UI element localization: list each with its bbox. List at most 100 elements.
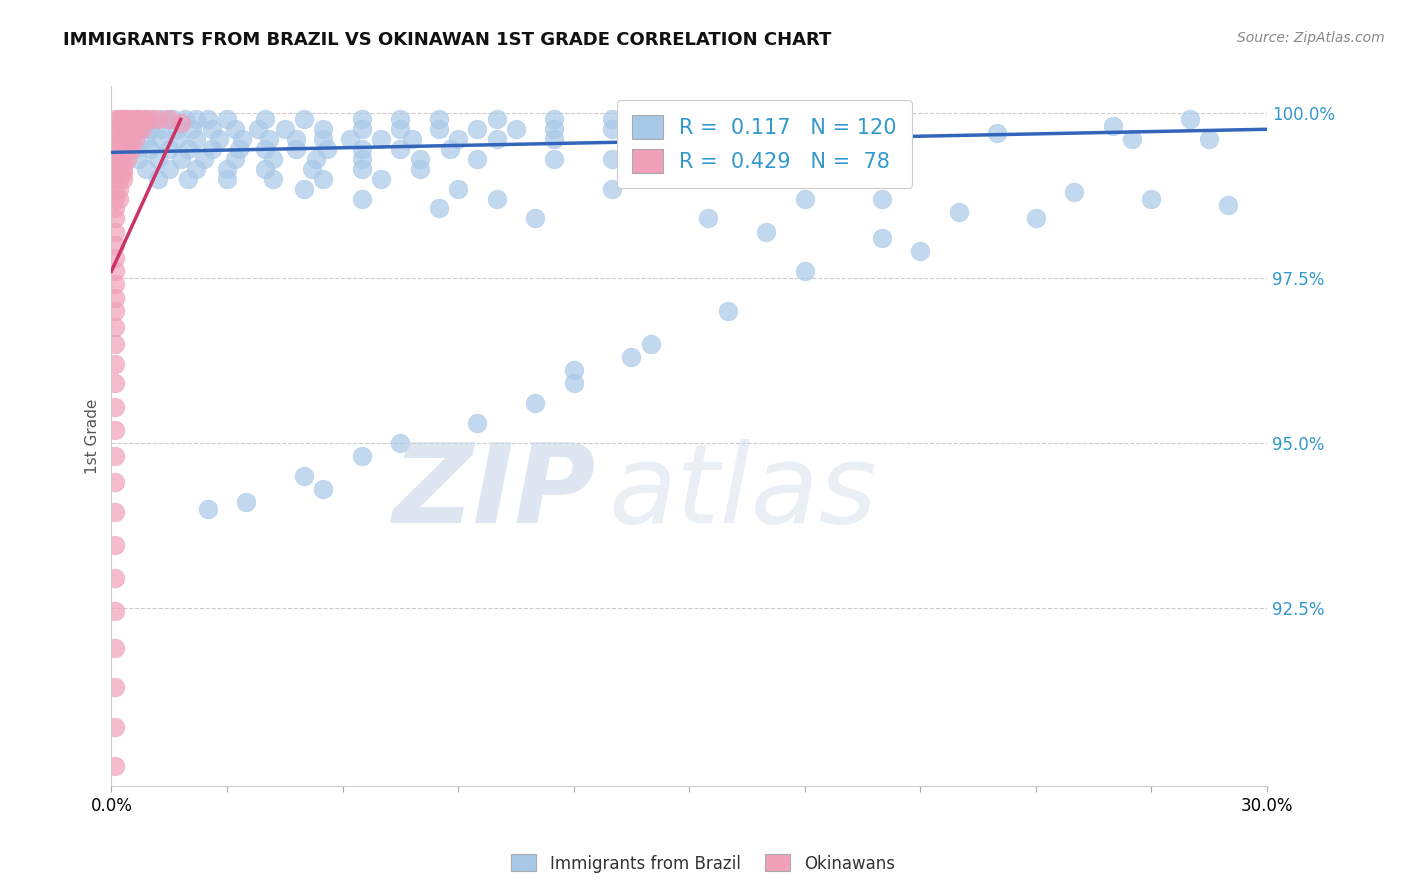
- Point: [124, 112, 146, 127]
- Point: [224, 152, 246, 166]
- Point: [350, 152, 373, 166]
- Point: [735, 112, 758, 127]
- Point: [108, 152, 131, 166]
- Point: [104, 264, 127, 278]
- Point: [285, 132, 308, 146]
- Point: [600, 122, 623, 136]
- Point: [285, 142, 308, 156]
- Point: [465, 416, 488, 430]
- Point: [104, 171, 127, 186]
- Text: Source: ZipAtlas.com: Source: ZipAtlas.com: [1237, 31, 1385, 45]
- Point: [124, 132, 146, 146]
- Point: [157, 112, 180, 127]
- Point: [120, 112, 142, 127]
- Point: [135, 132, 157, 146]
- Point: [215, 171, 238, 186]
- Point: [485, 192, 508, 206]
- Point: [131, 112, 153, 127]
- Point: [104, 357, 127, 371]
- Point: [115, 132, 138, 146]
- Point: [304, 152, 326, 166]
- Point: [339, 132, 361, 146]
- Point: [350, 112, 373, 127]
- Point: [262, 171, 284, 186]
- Point: [177, 142, 200, 156]
- Point: [104, 142, 127, 156]
- Point: [150, 132, 173, 146]
- Point: [104, 112, 127, 127]
- Point: [246, 122, 269, 136]
- Point: [562, 363, 585, 377]
- Point: [870, 192, 893, 206]
- Text: ZIP: ZIP: [394, 439, 596, 546]
- Point: [793, 264, 815, 278]
- Point: [401, 132, 423, 146]
- Point: [350, 122, 373, 136]
- Point: [173, 112, 195, 127]
- Point: [197, 112, 219, 127]
- Point: [104, 376, 127, 391]
- Point: [104, 320, 127, 334]
- Point: [104, 640, 127, 655]
- Point: [640, 336, 662, 351]
- Point: [350, 142, 373, 156]
- Point: [115, 122, 138, 136]
- Point: [717, 303, 740, 318]
- Point: [155, 112, 177, 127]
- Point: [370, 171, 392, 186]
- Point: [111, 171, 134, 186]
- Point: [543, 132, 565, 146]
- Point: [104, 225, 127, 239]
- Point: [389, 142, 412, 156]
- Point: [115, 112, 138, 127]
- Point: [1218, 198, 1240, 212]
- Point: [170, 116, 193, 130]
- Point: [439, 142, 461, 156]
- Point: [193, 152, 215, 166]
- Point: [620, 350, 643, 364]
- Point: [108, 112, 131, 127]
- Point: [224, 122, 246, 136]
- Point: [146, 171, 169, 186]
- Point: [389, 112, 412, 127]
- Point: [1198, 132, 1220, 146]
- Point: [111, 132, 134, 146]
- Point: [104, 759, 127, 773]
- Point: [292, 182, 315, 196]
- Point: [166, 122, 188, 136]
- Point: [1121, 132, 1143, 146]
- Point: [427, 112, 450, 127]
- Point: [104, 423, 127, 437]
- Point: [600, 152, 623, 166]
- Point: [447, 182, 470, 196]
- Point: [505, 122, 527, 136]
- Point: [215, 112, 238, 127]
- Point: [312, 171, 335, 186]
- Point: [115, 142, 138, 156]
- Point: [316, 142, 339, 156]
- Point: [292, 468, 315, 483]
- Point: [658, 122, 681, 136]
- Point: [104, 122, 127, 136]
- Point: [262, 152, 284, 166]
- Point: [127, 112, 149, 127]
- Point: [350, 161, 373, 176]
- Point: [640, 112, 662, 127]
- Point: [111, 112, 134, 127]
- Point: [910, 244, 932, 259]
- Point: [104, 604, 127, 618]
- Point: [104, 538, 127, 552]
- Point: [543, 122, 565, 136]
- Point: [124, 122, 146, 136]
- Point: [104, 571, 127, 585]
- Point: [1101, 119, 1123, 133]
- Point: [120, 132, 142, 146]
- Point: [108, 142, 131, 156]
- Point: [870, 231, 893, 245]
- Point: [104, 182, 127, 196]
- Point: [389, 435, 412, 450]
- Point: [301, 161, 323, 176]
- Point: [186, 161, 208, 176]
- Point: [108, 192, 131, 206]
- Point: [104, 449, 127, 463]
